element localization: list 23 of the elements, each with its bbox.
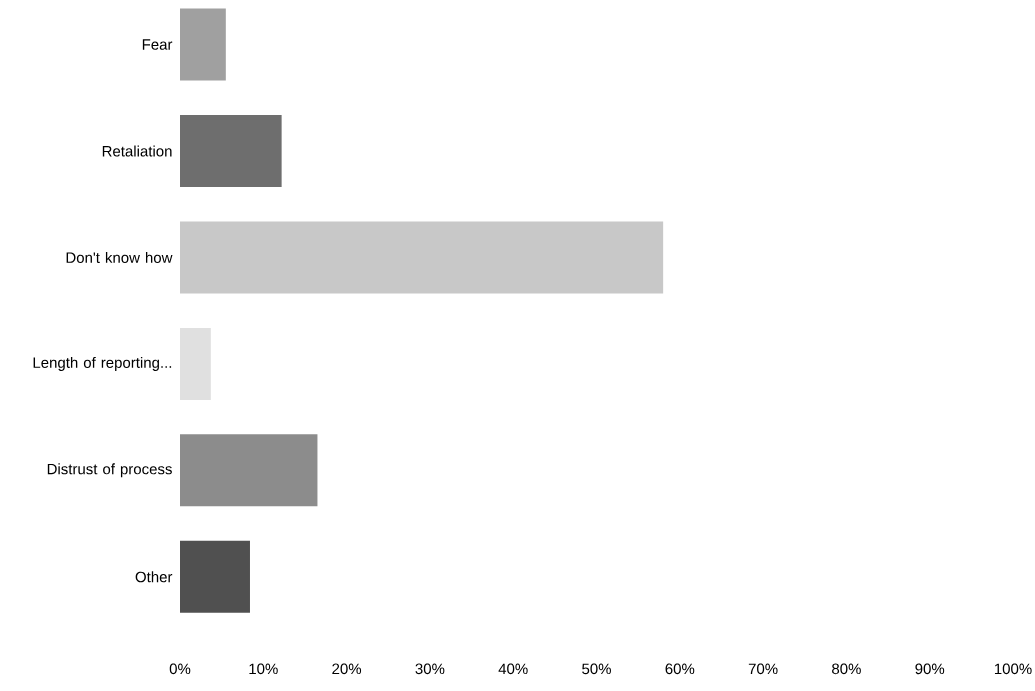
y-tick-label: Fear — [142, 39, 173, 50]
x-tick-label: 90% — [915, 663, 945, 675]
y-tick-label: Length of reporting... — [33, 356, 172, 371]
y-tick-label: Retaliation — [102, 145, 172, 157]
x-tick-label: 70% — [748, 663, 778, 675]
y-tick-label: Don't know how — [66, 251, 173, 263]
bar — [180, 540, 250, 613]
x-tick-label: 0% — [169, 663, 191, 675]
x-tick-label: 100% — [994, 663, 1032, 675]
bar — [180, 221, 664, 294]
x-tick-label: 60% — [665, 663, 695, 675]
x-tick-label: 10% — [249, 663, 278, 675]
x-tick-label: 80% — [832, 663, 861, 675]
x-tick-label: 30% — [415, 663, 445, 675]
x-tick-label: 50% — [582, 663, 611, 675]
bar — [180, 327, 211, 400]
bar — [180, 434, 318, 507]
y-tick-label: Distrust of process — [47, 463, 172, 478]
x-tick-label: 40% — [498, 663, 528, 675]
bar — [180, 8, 226, 81]
y-tick-label: Other — [135, 571, 173, 583]
bar — [180, 115, 282, 188]
x-tick-label: 20% — [332, 663, 362, 675]
